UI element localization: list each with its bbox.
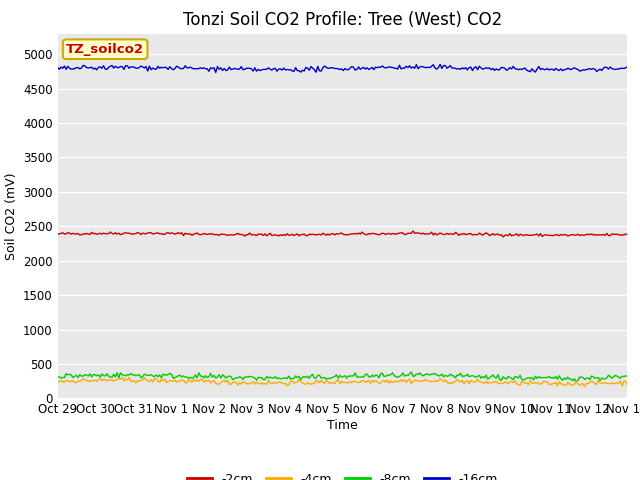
Text: TZ_soilco2: TZ_soilco2 bbox=[66, 43, 144, 56]
X-axis label: Time: Time bbox=[327, 419, 358, 432]
Title: Tonzi Soil CO2 Profile: Tree (West) CO2: Tonzi Soil CO2 Profile: Tree (West) CO2 bbox=[183, 11, 502, 29]
Y-axis label: Soil CO2 (mV): Soil CO2 (mV) bbox=[4, 172, 17, 260]
Legend: -2cm, -4cm, -8cm, -16cm: -2cm, -4cm, -8cm, -16cm bbox=[182, 468, 503, 480]
